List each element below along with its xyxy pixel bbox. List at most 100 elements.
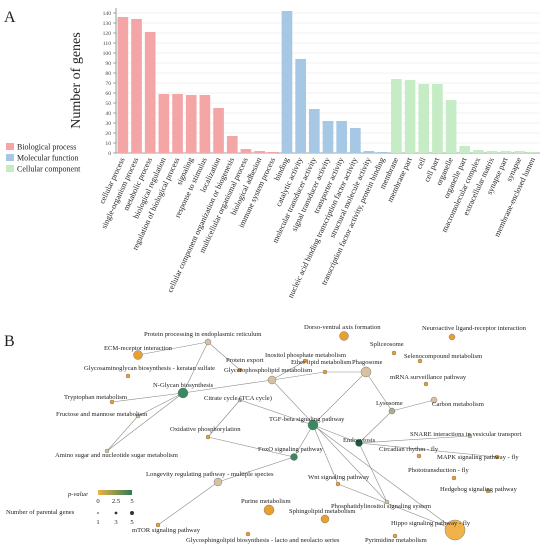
size-tick-label: 1: [96, 519, 99, 526]
network-node: [125, 373, 131, 379]
y-tick-label: 80: [105, 71, 111, 77]
y-tick-label: 10: [105, 141, 111, 147]
network-node: [485, 488, 491, 494]
network-edge: [207, 341, 241, 371]
node-label: Wnt signaling pathway: [308, 474, 370, 481]
network-edge: [337, 483, 456, 531]
y-tick-label: 120: [103, 31, 112, 37]
node-label: Dorso-ventral axis formation: [304, 324, 381, 331]
node-label: Glycerophospholipid metabolism: [224, 367, 313, 374]
network-node: [245, 531, 251, 537]
bar: [418, 84, 430, 153]
bar: [486, 151, 498, 153]
legend-swatch: [6, 143, 14, 150]
size-legend-title: Number of parental genes: [6, 509, 75, 516]
bar: [391, 79, 402, 153]
legend-label: Biological process: [17, 143, 76, 152]
node-label: Oxidative phosphorylation: [170, 426, 241, 433]
bar: [350, 128, 361, 153]
node-label: Selenocompound metabolism: [404, 353, 483, 360]
bar-legend: Biological process Molecular function Cell…: [6, 143, 81, 174]
network-node: [451, 475, 457, 481]
network-edge: [312, 424, 360, 444]
node-label: Fructose and mannose metabolism: [56, 411, 148, 418]
network-edge: [217, 456, 295, 483]
network-node: [135, 413, 141, 419]
bar: [527, 152, 539, 153]
node-label: Glycosphingolipid biosynthesis - lacto a…: [186, 537, 340, 544]
bar: [432, 84, 443, 153]
network-edge: [207, 436, 295, 458]
bar: [473, 150, 484, 153]
network-node: [263, 504, 275, 516]
network-edge: [182, 341, 209, 394]
size-legend-dot: [130, 511, 134, 515]
network-node: [339, 331, 349, 341]
bar: [308, 109, 320, 153]
color-tick-label: 5: [130, 498, 134, 505]
bar: [500, 151, 512, 153]
node-label: Longevity regulating pathway - multiple …: [146, 471, 274, 478]
network-edge: [239, 399, 314, 426]
bar: [363, 151, 375, 153]
y-tick-label: 140: [103, 11, 112, 17]
bar-chart: 0 10 20 30 40 50 60 70 80 90 100 110 120 130 140 Number…: [69, 8, 540, 299]
y-tick-label: 40: [105, 111, 111, 117]
bar: [213, 108, 224, 153]
network-node: [430, 396, 438, 404]
node-label: Circadian rhythm - fly: [379, 446, 439, 453]
bar: [185, 95, 197, 153]
network-node: [155, 522, 161, 528]
bar: [445, 100, 457, 153]
network-node: [416, 453, 422, 459]
network-node: [391, 350, 397, 356]
node-label: Phagosome: [352, 359, 382, 366]
network-node: [307, 419, 319, 431]
y-tick-label: 50: [105, 101, 111, 107]
bar: [158, 94, 170, 153]
y-tick-label: 20: [105, 131, 111, 137]
bar: [514, 151, 525, 153]
node-label: Lysosome: [376, 400, 403, 407]
size-tick-label: 5: [130, 519, 134, 526]
x-category-label: cell: [415, 155, 428, 170]
panel-a-letter: A: [4, 9, 16, 26]
panel-b-letter: B: [4, 333, 15, 350]
node-label: mRNA surveillance pathway: [390, 374, 467, 381]
bar: [459, 146, 471, 153]
node-label: ECM-receptor interaction: [104, 345, 173, 352]
network-node: [467, 433, 473, 439]
node-label: Sphingolipid metabolism: [289, 508, 356, 515]
network-node: [133, 350, 143, 360]
network-nodes: ECM-receptor interaction Protein processi…: [55, 324, 527, 544]
legend-swatch: [6, 165, 14, 172]
network-node: [290, 453, 298, 461]
node-label: SNARE interactions in vesicular transpor…: [410, 431, 522, 438]
bar: [240, 149, 252, 153]
node-label: Tryptophan metabolism: [64, 394, 128, 401]
size-legend-dot: [97, 512, 99, 514]
network-node: [177, 387, 189, 399]
node-label: Neuroactive ligand-receptor interaction: [422, 325, 527, 332]
network-node: [267, 375, 277, 385]
bar: [377, 152, 389, 153]
network-node: [384, 499, 390, 505]
network-edge: [358, 442, 388, 503]
bar: [131, 19, 142, 153]
network-edge: [391, 399, 435, 412]
legend-swatch: [6, 154, 14, 161]
y-tick-label: 110: [103, 41, 111, 47]
network-node: [204, 338, 212, 346]
network-edge: [365, 371, 393, 412]
bar: [117, 17, 129, 153]
network-node: [494, 454, 500, 460]
bar: [199, 95, 211, 153]
y-tick-label: 30: [105, 121, 111, 127]
network-node: [388, 407, 396, 415]
network-edge: [312, 424, 456, 531]
network-node: [322, 369, 328, 375]
network-edges: [106, 341, 498, 531]
network-edge: [137, 392, 184, 417]
y-tick-label: 90: [105, 61, 111, 67]
network-node: [392, 533, 398, 539]
